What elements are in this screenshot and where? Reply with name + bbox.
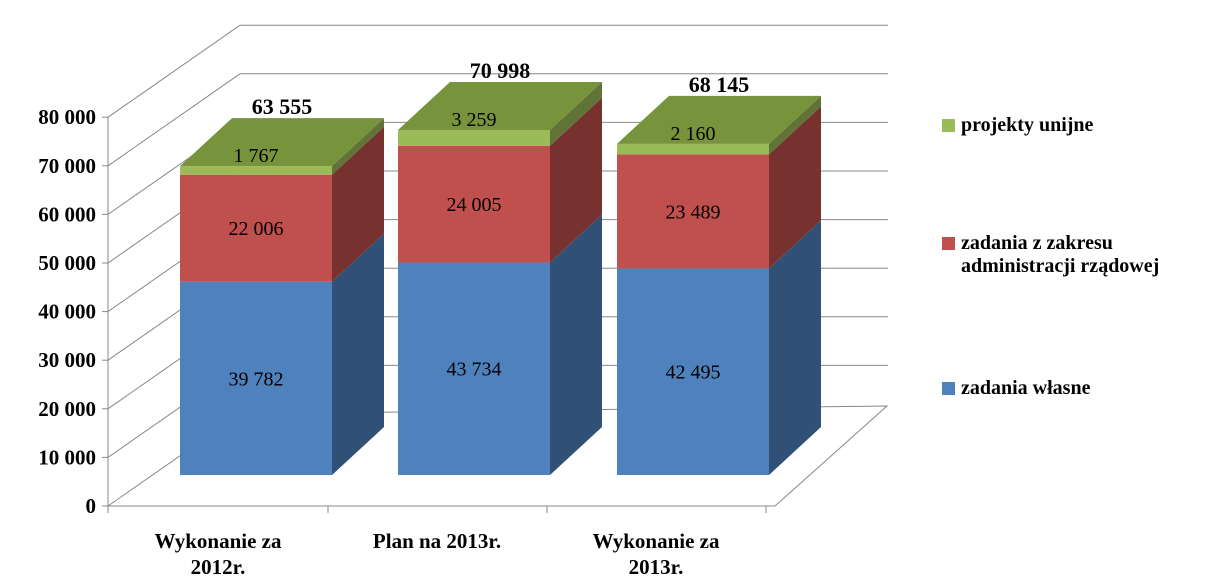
legend: projekty unijne zadania z zakresu admini… xyxy=(942,0,1229,577)
bar-projekty-unijne-3 xyxy=(617,143,769,155)
legend-swatch-projekty-unijne xyxy=(942,119,955,132)
bar-zadania-w-asne-2 xyxy=(398,262,550,475)
legend-label-zadania-administracji: zadania z zakresu administracji rządowej xyxy=(961,232,1160,277)
data-label-zadania-z-zakresu-administracji-rz-dowej-2: 24 005 xyxy=(447,194,502,216)
data-label-projekty-unijne-1: 1 767 xyxy=(234,145,279,167)
data-label-zadania-z-zakresu-administracji-rz-dowej-3: 23 489 xyxy=(666,201,721,223)
data-label-zadania-w-asne-2: 43 734 xyxy=(447,359,502,381)
legend-item-zadania-administracji: zadania z zakresu administracji rządowej xyxy=(942,232,1159,278)
y-tick-label: 50 000 xyxy=(38,251,96,275)
x-category-label-2: Plan na 2013r. xyxy=(373,529,501,553)
bar-zadania-w-asne-3 xyxy=(617,268,769,475)
bar-projekty-unijne-1 xyxy=(180,166,332,175)
legend-item-projekty-unijne: projekty unijne xyxy=(942,114,1093,137)
x-category-label-3: 2013r. xyxy=(629,555,684,577)
bar-side-zadania-w-asne-3 xyxy=(769,220,821,475)
bar-side-zadania-z-zakresu-administracji-rz-dowej-3 xyxy=(769,106,821,269)
legend-label-projekty-unijne: projekty unijne xyxy=(961,114,1094,136)
data-label-zadania-z-zakresu-administracji-rz-dowej-1: 22 006 xyxy=(229,218,284,240)
bar-side-projekty-unijne-3 xyxy=(769,95,821,155)
y-tick-label: 70 000 xyxy=(38,154,96,178)
data-label-zadania-w-asne-1: 39 782 xyxy=(229,368,284,390)
bar-side-zadania-z-zakresu-administracji-rz-dowej-1 xyxy=(332,126,384,282)
gridline-side xyxy=(107,73,241,167)
gridline-side xyxy=(107,24,241,118)
bar-zadania-w-asne-1 xyxy=(180,281,332,475)
bar-side-zadania-z-zakresu-administracji-rz-dowej-2 xyxy=(550,97,602,263)
y-tick-label: 60 000 xyxy=(38,202,96,226)
data-label-projekty-unijne-3: 2 160 xyxy=(671,123,716,145)
legend-label-zadania-wlasne: zadania własne xyxy=(961,377,1091,399)
bar-top-face-2 xyxy=(398,81,602,130)
total-label-2: 70 998 xyxy=(470,58,531,83)
y-tick-label: 40 000 xyxy=(38,300,96,324)
y-tick-label: 20 000 xyxy=(38,397,96,421)
x-category-label-1: Wykonanie za xyxy=(155,529,282,553)
bar-top-face-3 xyxy=(617,95,821,144)
data-label-zadania-w-asne-3: 42 495 xyxy=(666,362,721,384)
total-label-3: 68 145 xyxy=(689,72,750,97)
y-tick-label: 30 000 xyxy=(38,348,96,372)
total-label-1: 63 555 xyxy=(252,94,313,119)
data-label-projekty-unijne-2: 3 259 xyxy=(452,109,497,131)
bar-zadania-z-zakresu-administracji-rz-dowej-2 xyxy=(398,145,550,263)
bar-side-projekty-unijne-1 xyxy=(332,118,384,175)
y-tick-label: 10 000 xyxy=(38,445,96,469)
legend-swatch-zadania-administracji xyxy=(942,237,955,250)
legend-swatch-zadania-wlasne xyxy=(942,382,955,395)
bar-side-projekty-unijne-2 xyxy=(550,81,602,146)
bar-zadania-z-zakresu-administracji-rz-dowej-3 xyxy=(617,154,769,269)
bar-projekty-unijne-2 xyxy=(398,129,550,146)
y-tick-label: 0 xyxy=(86,494,97,518)
x-category-label-1: 2012r. xyxy=(191,555,246,577)
bar-side-zadania-w-asne-1 xyxy=(332,233,384,475)
legend-item-zadania-wlasne: zadania własne xyxy=(942,377,1090,400)
bar-side-zadania-w-asne-2 xyxy=(550,214,602,475)
bar-zadania-z-zakresu-administracji-rz-dowej-1 xyxy=(180,174,332,282)
x-category-label-3: Wykonanie za xyxy=(593,529,720,553)
bar-top-face-1 xyxy=(180,118,384,167)
y-tick-label: 80 000 xyxy=(38,105,96,129)
